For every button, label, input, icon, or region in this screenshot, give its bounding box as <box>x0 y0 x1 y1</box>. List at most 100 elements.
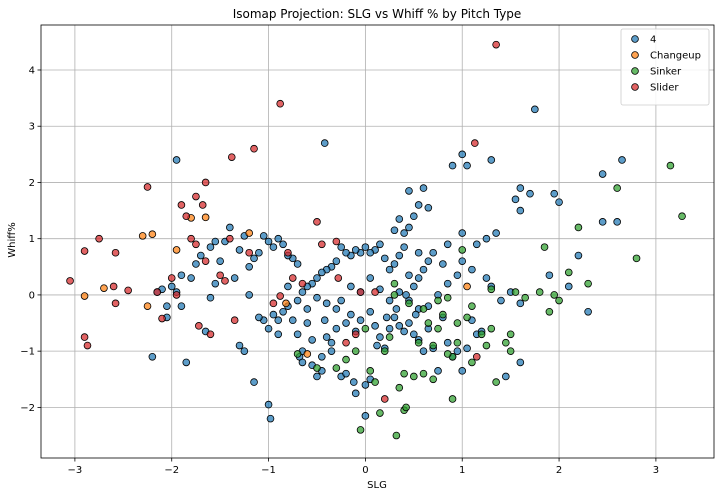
point-4 <box>293 330 302 339</box>
point-4 <box>526 189 534 198</box>
point-sinker <box>424 319 433 327</box>
point-4 <box>264 324 273 333</box>
plot-frame <box>40 24 715 459</box>
point-sinker <box>371 378 379 386</box>
point-4 <box>313 372 321 381</box>
point-4 <box>400 229 408 237</box>
point-slider <box>206 330 215 339</box>
y-tick-label: −2 <box>20 403 35 414</box>
point-slider <box>245 248 253 257</box>
point-slider <box>472 352 481 361</box>
point-4 <box>366 248 375 257</box>
point-sinker <box>293 350 302 358</box>
point-4 <box>439 260 447 268</box>
point-sinker <box>535 288 544 296</box>
point-sinker <box>453 319 462 327</box>
point-4 <box>347 310 355 319</box>
point-slider <box>198 201 207 209</box>
point-4 <box>366 307 375 316</box>
point-sinker <box>477 330 486 339</box>
point-4 <box>453 347 462 355</box>
point-4 <box>410 282 418 291</box>
point-sinker <box>402 403 410 412</box>
point-4 <box>274 234 283 243</box>
point-4 <box>380 254 389 263</box>
point-4 <box>245 263 253 271</box>
point-slider <box>192 192 200 201</box>
point-sinker <box>380 347 389 355</box>
point-4 <box>313 293 321 302</box>
point-changeup <box>463 282 471 291</box>
point-sinker <box>463 313 471 322</box>
point-slider <box>298 279 307 288</box>
point-sinker <box>545 307 554 316</box>
y-tick-label: 3 <box>29 122 35 133</box>
point-sinker <box>392 431 401 440</box>
point-slider <box>332 237 341 246</box>
point-slider <box>492 40 500 49</box>
point-slider <box>182 212 191 220</box>
point-4 <box>211 279 220 288</box>
point-4 <box>390 260 399 268</box>
point-changeup <box>80 292 89 300</box>
point-4 <box>419 347 428 355</box>
point-4 <box>390 226 399 235</box>
point-4 <box>405 223 413 232</box>
point-4 <box>259 232 268 240</box>
point-slider <box>124 286 132 295</box>
point-4 <box>264 237 273 246</box>
point-4 <box>206 293 215 302</box>
point-4 <box>288 316 297 325</box>
point-4 <box>502 372 510 381</box>
legend-marker <box>631 35 639 43</box>
point-4 <box>385 265 394 274</box>
point-sinker <box>511 288 520 296</box>
point-4 <box>395 215 404 223</box>
axis-ticks: −3 −2 −1 0 1 2 3 −2 −1 0 1 2 3 4 <box>20 65 659 476</box>
point-4 <box>443 240 452 249</box>
point-sinker <box>361 324 370 333</box>
point-slider <box>371 288 379 296</box>
point-sinker <box>666 161 675 170</box>
legend-marker <box>631 83 639 91</box>
point-slider <box>109 282 118 291</box>
point-4 <box>434 367 442 375</box>
point-4 <box>163 302 171 310</box>
point-4 <box>320 316 329 325</box>
point-4 <box>411 310 420 319</box>
point-sinker <box>555 296 563 305</box>
point-4 <box>390 313 399 322</box>
point-4 <box>613 218 621 226</box>
point-4 <box>182 358 191 367</box>
point-4 <box>361 412 370 420</box>
point-slider <box>192 240 200 249</box>
point-slider <box>177 201 186 209</box>
x-tick-label: −1 <box>261 465 276 476</box>
point-slider <box>342 338 350 347</box>
point-sinker <box>502 338 510 347</box>
point-sinker <box>351 347 360 355</box>
point-4 <box>279 240 287 249</box>
point-slider <box>172 291 181 299</box>
point-4 <box>250 378 258 386</box>
point-sinker <box>429 375 437 384</box>
point-slider <box>276 292 284 300</box>
point-slider <box>269 299 278 308</box>
point-4 <box>419 265 428 274</box>
point-4 <box>318 268 326 277</box>
data-points <box>66 40 686 440</box>
point-4 <box>395 322 404 330</box>
point-slider <box>318 240 326 249</box>
point-4 <box>584 307 592 316</box>
point-slider <box>284 248 292 257</box>
legend-label: 4 <box>650 35 656 46</box>
point-4 <box>351 246 360 254</box>
point-4 <box>332 305 341 313</box>
x-tick-label: 2 <box>556 465 562 476</box>
point-sinker <box>443 350 452 358</box>
point-slider <box>201 257 210 265</box>
point-4 <box>516 299 525 308</box>
y-tick-label: 0 <box>29 290 35 301</box>
point-sinker <box>443 293 452 302</box>
